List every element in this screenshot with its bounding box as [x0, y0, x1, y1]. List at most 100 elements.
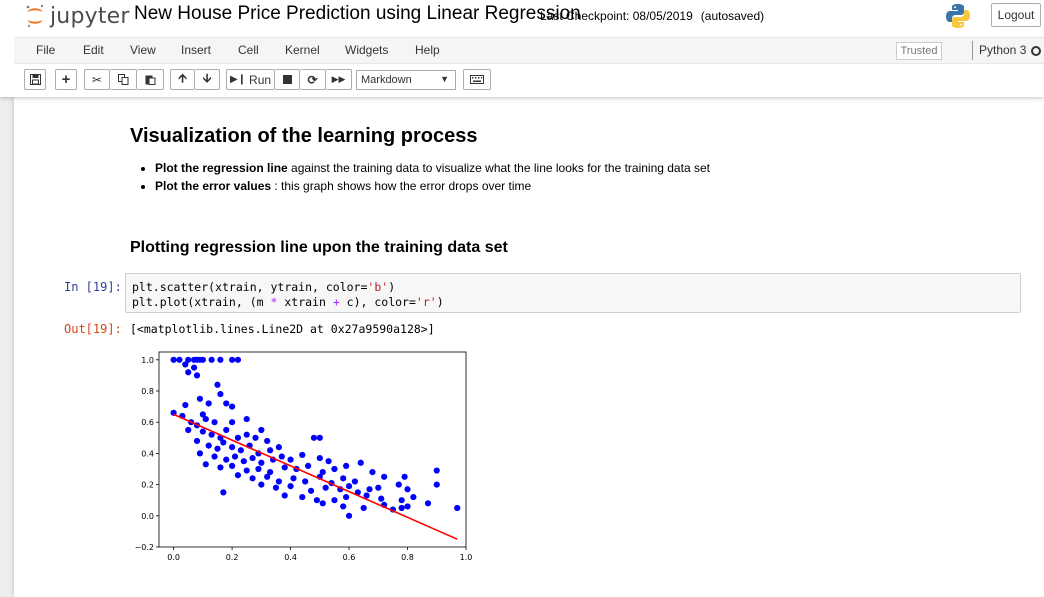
scatter-point	[398, 504, 405, 512]
plus-icon: +	[61, 71, 71, 88]
scatter-point	[343, 493, 350, 501]
scatter-point	[331, 497, 338, 504]
move-down-button[interactable]: 🡫	[195, 69, 220, 90]
markdown-heading: Visualization of the learning process	[130, 125, 478, 147]
paste-icon	[145, 75, 155, 85]
menu-kernel[interactable]: Kernel	[285, 43, 320, 57]
scatter-point	[196, 395, 204, 402]
kernel-name[interactable]: Python 3	[979, 43, 1027, 57]
scatter-point	[278, 453, 285, 460]
menu-cell[interactable]: Cell	[238, 43, 259, 57]
scatter-point	[404, 503, 411, 510]
scatter-point	[345, 483, 353, 490]
scatter-point	[223, 426, 230, 434]
menu-insert[interactable]: Insert	[181, 43, 212, 57]
scatter-point	[243, 415, 250, 423]
menu-widgets[interactable]: Widgets	[345, 43, 389, 57]
save-button[interactable]	[24, 69, 46, 90]
scatter-point	[310, 434, 318, 441]
scatter-point	[199, 356, 206, 363]
header: jupyter New House Price Prediction using…	[0, 0, 1044, 97]
command-palette-button[interactable]	[463, 69, 491, 90]
scatter-point	[433, 467, 440, 474]
checkpoint-text: Last Checkpoint: 08/05/2019	[540, 9, 693, 23]
scatter-point	[214, 381, 221, 388]
stop-icon	[282, 75, 292, 84]
scatter-point	[190, 364, 198, 371]
scatter-point	[185, 356, 192, 363]
scatter-point	[267, 469, 274, 476]
paste-button[interactable]	[137, 69, 164, 90]
scatter-point	[231, 453, 239, 460]
menu-view[interactable]: View	[130, 43, 156, 57]
scatter-point	[205, 400, 212, 407]
move-up-button[interactable]: 🡩	[170, 69, 195, 90]
menubar: File Edit View Insert Cell Kernel Widget…	[14, 37, 1044, 64]
scatter-plot: 0.0 0.2 0.4 0.6 0.8 1.0 −0.2 0.0 0.2 0.4 0.6 0.8 1.0	[135, 351, 473, 562]
step-forward-icon: ▶❙	[229, 74, 247, 85]
scatter-point	[302, 478, 309, 485]
copy-button[interactable]	[110, 69, 137, 90]
x-tick-label: 1.0	[460, 553, 473, 562]
scatter-point	[223, 400, 230, 407]
scatter-point	[202, 415, 209, 423]
scatter-point	[433, 481, 440, 488]
scatter-point	[281, 492, 288, 499]
scatter-point	[316, 454, 323, 462]
insert-cell-button[interactable]: +	[55, 69, 77, 90]
y-tick-label: 0.0	[141, 512, 154, 521]
bullet-bold: Plot the error values	[155, 179, 272, 193]
markdown-bullet-list: Plot the regression line against the tra…	[130, 159, 710, 195]
scatter-point	[249, 475, 256, 482]
scatter-point	[264, 437, 271, 445]
scatter-point	[299, 451, 306, 459]
autosave-status: (autosaved)	[700, 9, 765, 23]
menu-help[interactable]: Help	[415, 43, 440, 57]
scatter-point	[307, 487, 315, 494]
scatter-point	[199, 428, 206, 435]
scatter-point	[202, 461, 209, 468]
scatter-point	[381, 473, 388, 480]
scatter-point	[366, 486, 373, 493]
scatter-point	[208, 431, 215, 438]
scatter-point	[398, 497, 405, 504]
output-text: [<matplotlib.lines.Line2D at 0x27a9590a1…	[130, 322, 435, 336]
input-prompt: In [19]:	[64, 280, 122, 294]
scatter-point	[255, 465, 262, 473]
markdown-subheading: Plotting regression line upon the traini…	[130, 239, 508, 256]
kernel-separator	[972, 41, 973, 60]
menu-file[interactable]: File	[36, 43, 56, 57]
bullet-bold: Plot the regression line	[155, 161, 288, 175]
menu-edit[interactable]: Edit	[83, 43, 104, 57]
scatter-point	[363, 492, 370, 499]
scatter-point	[343, 462, 350, 469]
notebook-name[interactable]: New House Price Prediction using Linear …	[134, 3, 581, 24]
python-logo-icon	[944, 2, 972, 33]
scatter-point	[401, 473, 408, 480]
dropdown-caret-icon: ▼	[440, 74, 449, 84]
scatter-point	[223, 456, 230, 463]
scatter-point	[375, 484, 382, 491]
logout-button[interactable]: Logout	[991, 3, 1041, 27]
scatter-point	[193, 372, 201, 379]
restart-run-all-button[interactable]: ▶▶	[326, 69, 352, 90]
restart-icon: ⟳	[307, 72, 318, 87]
scatter-point	[182, 401, 189, 409]
scatter-point	[290, 475, 297, 482]
restart-button[interactable]: ⟳	[300, 69, 326, 90]
cell-type-select[interactable]: Markdown ▼	[356, 70, 456, 90]
trusted-indicator[interactable]: Trusted	[896, 42, 942, 60]
code-cell-editor[interactable]: plt.scatter(xtrain, ytrain, color='b') p…	[125, 273, 1021, 313]
run-button[interactable]: ▶❙ Run	[226, 69, 275, 90]
cut-button[interactable]: ✂	[84, 69, 110, 90]
interrupt-button[interactable]	[275, 69, 300, 90]
x-tick-label: 0.0	[167, 553, 180, 562]
x-tick-label: 0.4	[284, 553, 297, 562]
scatter-point	[234, 472, 242, 479]
jupyter-logo[interactable]: jupyter	[24, 2, 130, 30]
scatter-point	[305, 462, 312, 469]
scatter-point	[258, 426, 265, 434]
scatter-point	[287, 483, 294, 490]
scatter-point	[228, 419, 236, 426]
checkpoint-status: Last Checkpoint: 08/05/2019 (autosaved)	[540, 9, 764, 23]
